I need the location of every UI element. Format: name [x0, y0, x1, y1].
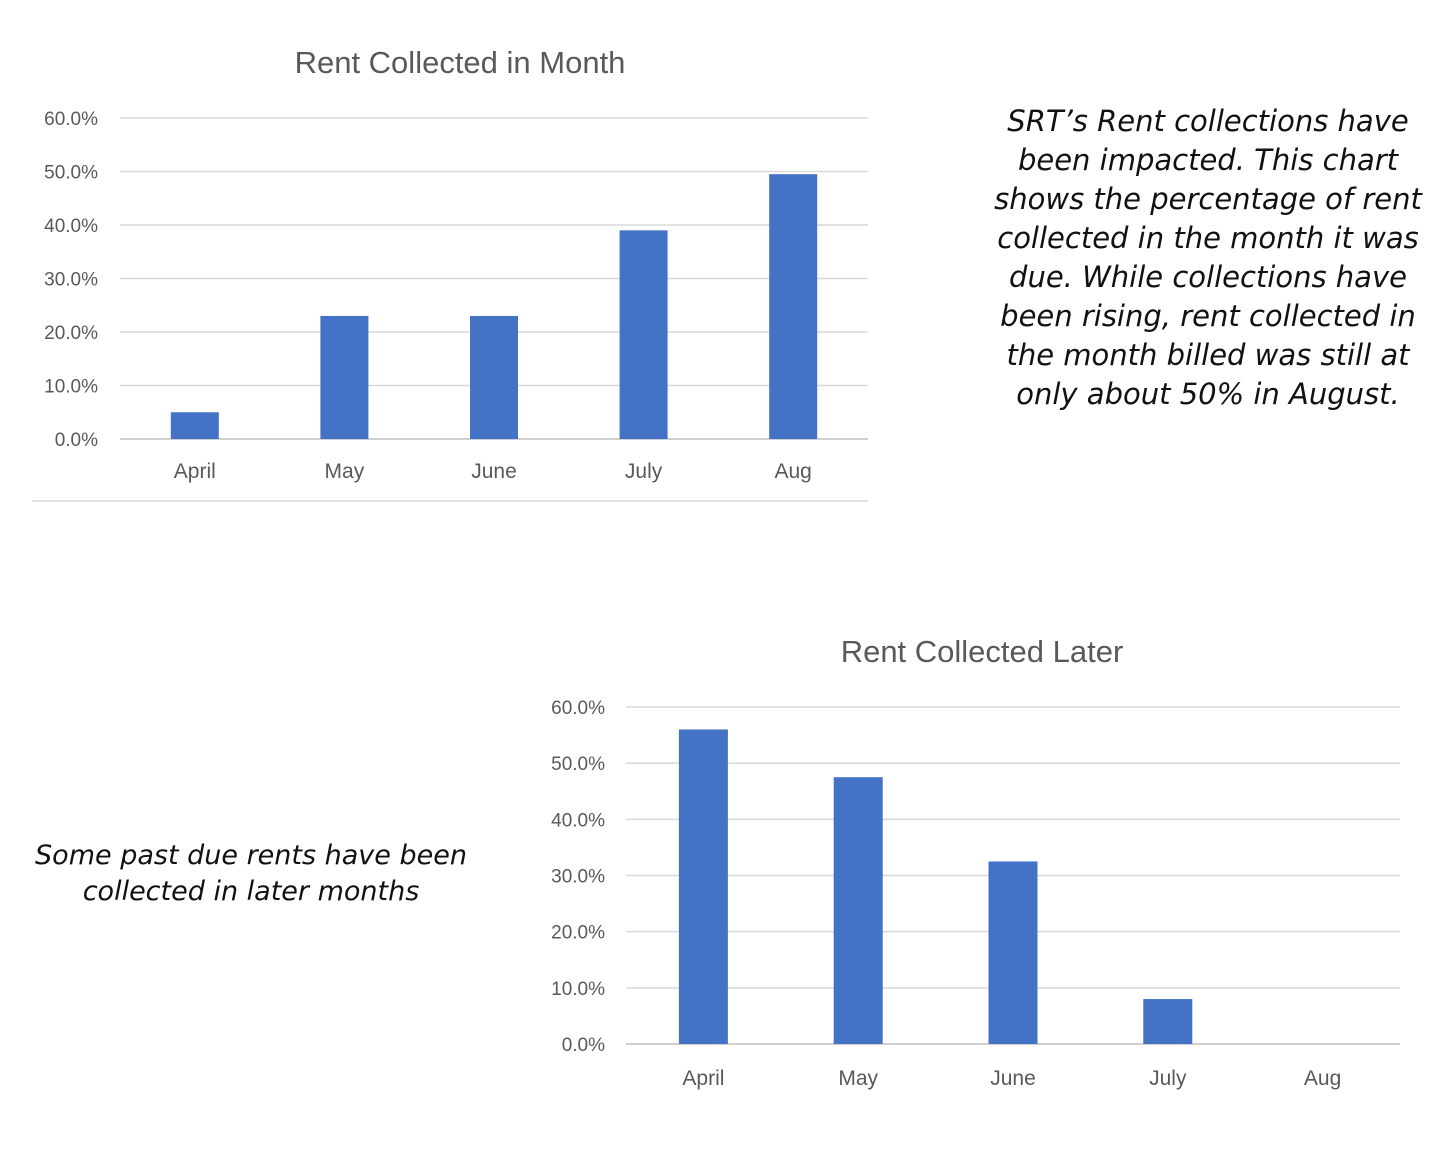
bar-aug: [769, 174, 818, 440]
bar-july: [1143, 999, 1193, 1044]
bar-april: [170, 412, 219, 439]
y-tick-label: 0.0%: [55, 430, 98, 451]
y-tick-label: 40.0%: [44, 216, 98, 237]
past-due-note: Some past due rents have been collected …: [35, 840, 467, 907]
chart-title: Rent Collected in Month: [295, 45, 626, 80]
bar-may: [833, 777, 883, 1044]
y-tick-label: 60.0%: [44, 109, 98, 130]
x-category-label: Aug: [1304, 1067, 1341, 1090]
x-category-label: July: [625, 460, 663, 483]
x-category-label: June: [471, 460, 517, 483]
x-category-label: June: [990, 1067, 1036, 1090]
y-tick-label: 60.0%: [551, 698, 605, 719]
chart-rent-collected-in-month: Rent Collected in Month 0.0% 10.0% 20.0% 30…: [32, 45, 868, 502]
bar-may: [320, 315, 369, 439]
y-tick-label: 10.0%: [44, 377, 98, 398]
chart-rent-collected-later: Rent Collected Later 0.0% 10.0% 20.0% 30.0%…: [551, 634, 1400, 1090]
y-tick-label: 50.0%: [44, 163, 98, 184]
bar-july: [619, 230, 668, 439]
y-tick-label: 10.0%: [551, 979, 605, 1000]
y-tick-label: 0.0%: [562, 1035, 605, 1056]
bar-june: [988, 861, 1038, 1044]
x-category-label: April: [682, 1067, 724, 1090]
y-tick-label: 30.0%: [551, 867, 605, 888]
x-category-label: May: [325, 460, 365, 483]
x-category-label: May: [838, 1067, 878, 1090]
bar-june: [470, 315, 518, 439]
bar-april: [678, 729, 728, 1044]
y-tick-label: 50.0%: [551, 754, 605, 775]
y-tick-label: 40.0%: [551, 810, 605, 831]
x-category-label: July: [1149, 1067, 1187, 1090]
x-category-label: Aug: [775, 460, 812, 483]
chart-title: Rent Collected Later: [841, 634, 1124, 669]
rent-collections-note: SRT’s Rent collections have been impacte…: [994, 104, 1422, 411]
y-tick-label: 30.0%: [44, 270, 98, 291]
y-tick-label: 20.0%: [551, 923, 605, 944]
x-category-label: April: [174, 460, 216, 483]
y-tick-label: 20.0%: [44, 323, 98, 344]
